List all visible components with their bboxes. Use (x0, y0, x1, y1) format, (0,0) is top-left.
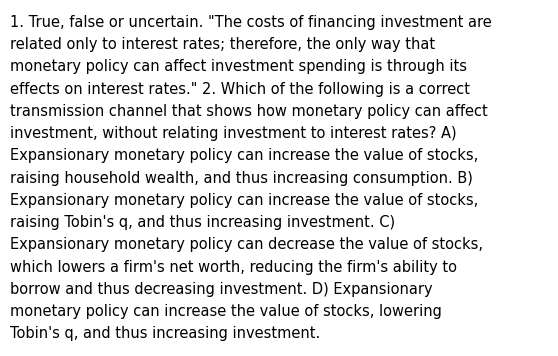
Text: raising household wealth, and thus increasing consumption. B): raising household wealth, and thus incre… (10, 171, 473, 186)
Text: 1. True, false or uncertain. "The costs of financing investment are: 1. True, false or uncertain. "The costs … (10, 15, 492, 30)
Text: Expansionary monetary policy can increase the value of stocks,: Expansionary monetary policy can increas… (10, 193, 478, 208)
Text: investment, without relating investment to interest rates? A): investment, without relating investment … (10, 126, 456, 141)
Text: Expansionary monetary policy can increase the value of stocks,: Expansionary monetary policy can increas… (10, 148, 478, 163)
Text: raising Tobin's q, and thus increasing investment. C): raising Tobin's q, and thus increasing i… (10, 215, 395, 230)
Text: monetary policy can affect investment spending is through its: monetary policy can affect investment sp… (10, 59, 467, 74)
Text: transmission channel that shows how monetary policy can affect: transmission channel that shows how mone… (10, 104, 488, 119)
Text: monetary policy can increase the value of stocks, lowering: monetary policy can increase the value o… (10, 304, 442, 319)
Text: effects on interest rates." 2. Which of the following is a correct: effects on interest rates." 2. Which of … (10, 82, 470, 97)
Text: Tobin's q, and thus increasing investment.: Tobin's q, and thus increasing investmen… (10, 326, 320, 341)
Text: related only to interest rates; therefore, the only way that: related only to interest rates; therefor… (10, 37, 435, 52)
Text: Expansionary monetary policy can decrease the value of stocks,: Expansionary monetary policy can decreas… (10, 237, 483, 252)
Text: borrow and thus decreasing investment. D) Expansionary: borrow and thus decreasing investment. D… (10, 282, 432, 297)
Text: which lowers a firm's net worth, reducing the firm's ability to: which lowers a firm's net worth, reducin… (10, 260, 457, 275)
